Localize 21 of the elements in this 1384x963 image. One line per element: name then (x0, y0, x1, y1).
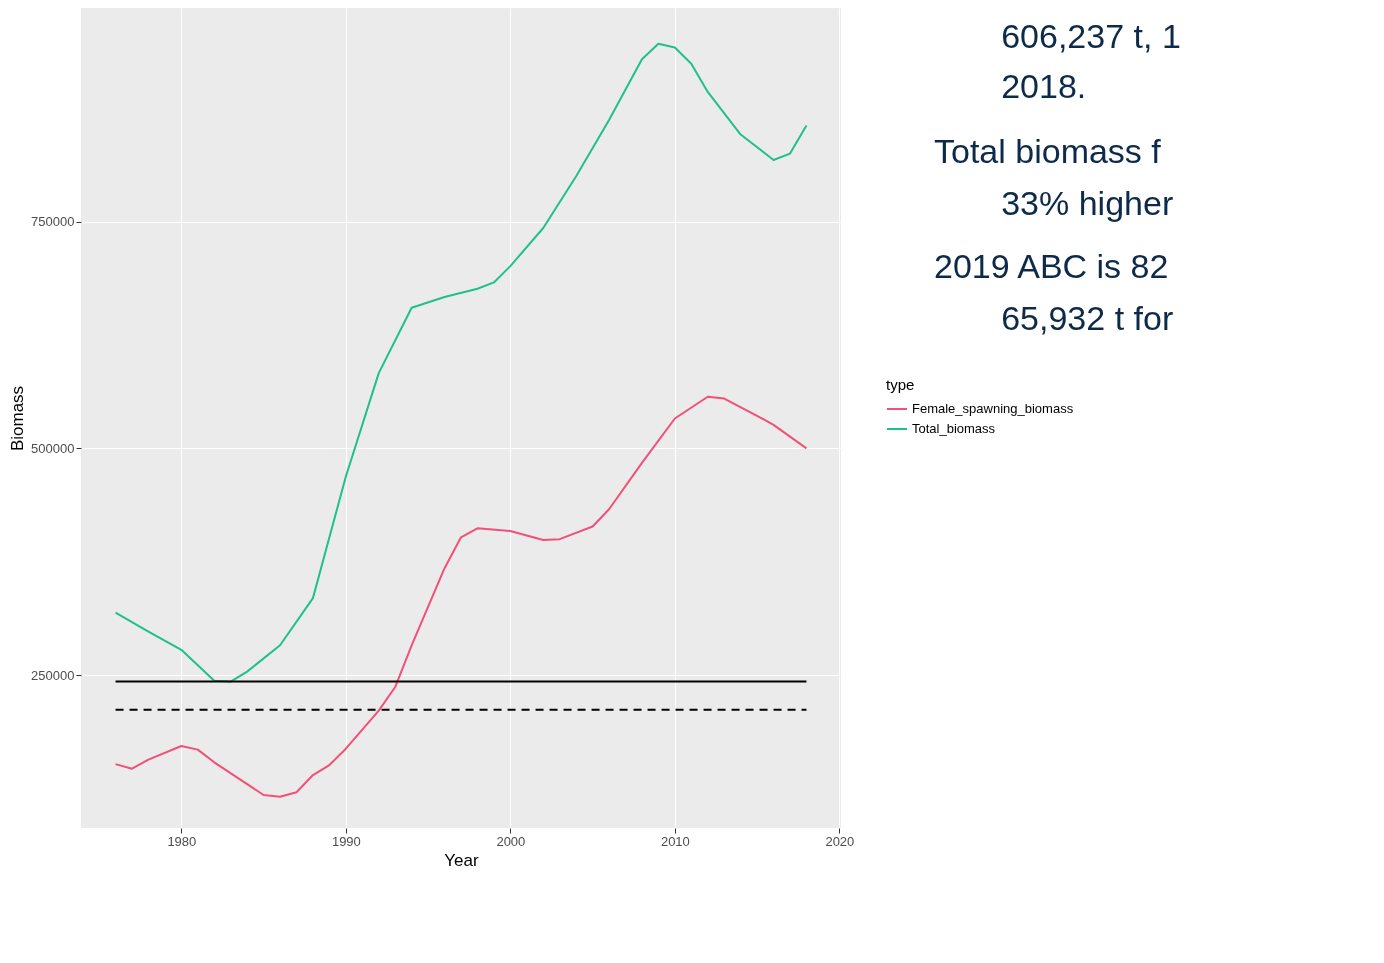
legend-label: Total_biomass (912, 421, 996, 436)
x-tick-label: 2020 (825, 833, 855, 849)
x-tick-label: 1990 (331, 833, 361, 849)
legend-title: type (886, 376, 915, 393)
text: 606,237 t, 1 (1001, 17, 1181, 55)
x-axis-title: Year (444, 850, 480, 870)
text: 2019 ABC is 82 (934, 247, 1169, 285)
y-axis-title: Biomass (8, 385, 28, 452)
text: 65,932 t for (1001, 299, 1174, 337)
line-series (114, 42, 808, 683)
x-tick-label: 2000 (496, 833, 526, 849)
text: Total biomass f (934, 132, 1162, 170)
legend-label: Female_spawning_biomass (912, 401, 1074, 416)
x-tick-label: 2010 (660, 833, 690, 849)
x-tick-label: 1980 (167, 833, 197, 849)
y-tick-label: 250000 (31, 667, 75, 683)
line-series (114, 395, 808, 798)
y-tick-label: 500000 (31, 440, 75, 456)
text: 33% higher (1001, 184, 1174, 222)
y-tick-label: 750000 (31, 214, 75, 230)
text: 2018. (1001, 67, 1087, 105)
